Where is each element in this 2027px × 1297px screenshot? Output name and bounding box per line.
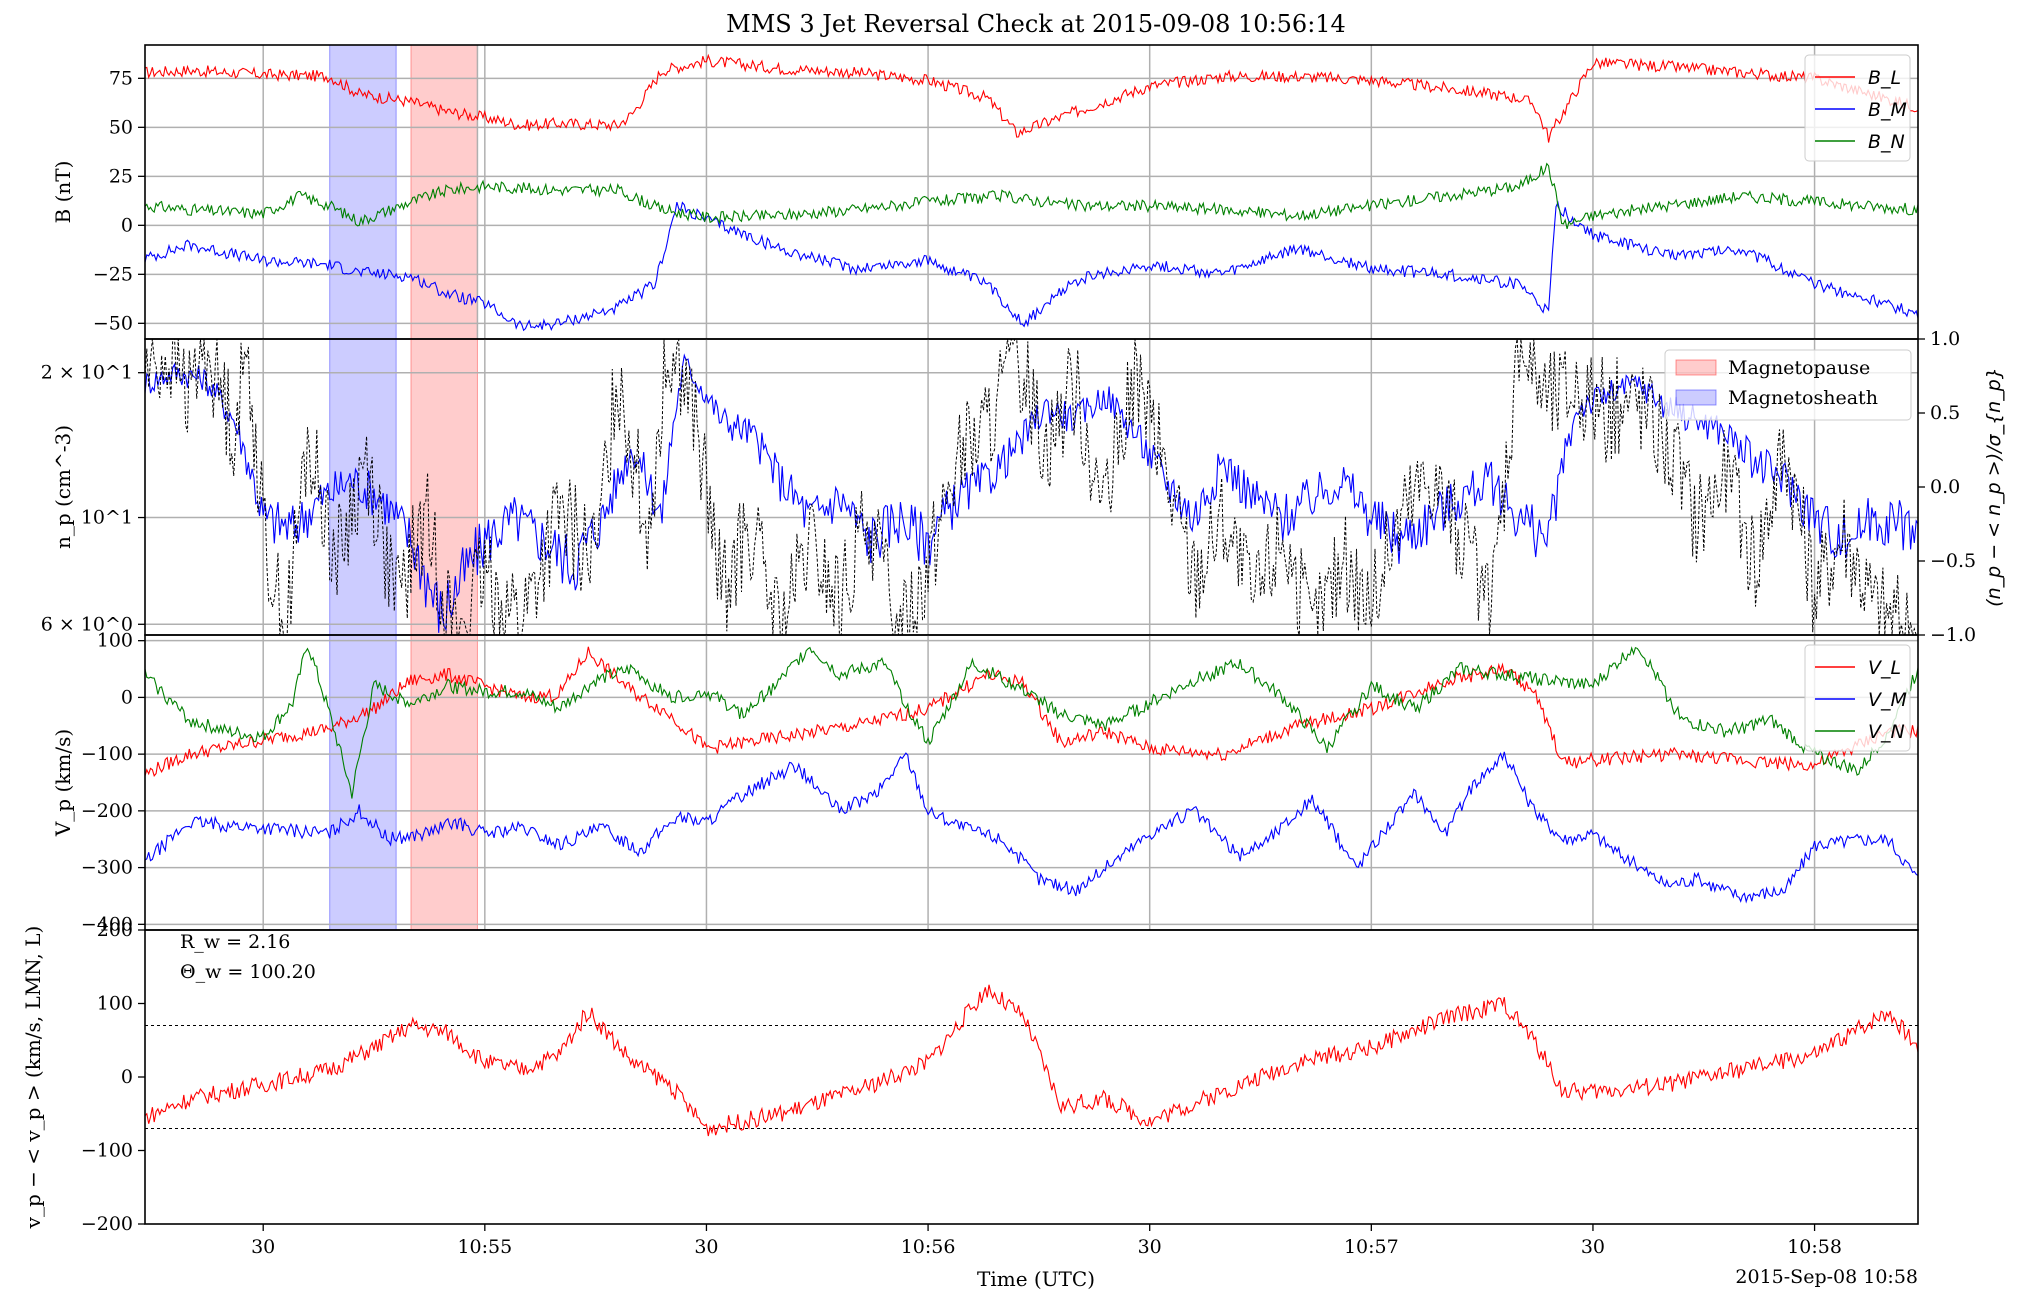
x-tick-label: 10:58 <box>1787 1236 1842 1258</box>
y-right-tick-label: 1.0 <box>1930 328 1960 350</box>
y-right-axis-label: (n_p − < n_p >)/σ_{n_p} <box>1983 367 2005 607</box>
y-tick-label: −300 <box>81 857 133 879</box>
legend-label: V_N <box>1868 721 1905 743</box>
y-axis-label: V_p (km/s) <box>51 729 75 837</box>
series-line <box>145 53 1918 143</box>
legend-label: Magnetopause <box>1728 357 1870 379</box>
y-tick-label: 100 <box>97 630 133 652</box>
series-line <box>145 646 1918 799</box>
x-axis-label: Time (UTC) <box>977 1267 1095 1291</box>
y-tick-label: 2 × 10^1 <box>41 362 133 384</box>
legend: V_L V_M V_N <box>1804 644 1911 752</box>
shaded-region-magnetosheath <box>329 635 397 930</box>
panel-velocity-deviation: 200 100 0 −100 −200 v_p − < v_p > (km/s, LMN,… <box>21 919 1919 1235</box>
y-tick-label: 75 <box>109 67 133 89</box>
legend-label: B_M <box>1868 99 1907 121</box>
legend-swatch <box>1675 359 1717 376</box>
panels: 75 50 25 0 −25 −50 B (nT) B_L B_M B_N 2 × 10^1 10^1… <box>21 44 2005 1258</box>
y-axis-label: n_p (cm^-3) <box>51 425 75 549</box>
y-tick-label: −50 <box>93 312 133 334</box>
y-axis-label: B (nT) <box>51 161 75 224</box>
legend-box <box>1804 644 1911 752</box>
series-line <box>145 984 1918 1137</box>
x-tick-label: 10:56 <box>901 1236 956 1258</box>
y-tick-label: −100 <box>81 743 133 765</box>
legend-box <box>1804 54 1911 162</box>
y-axis-label: v_p − < v_p > (km/s, LMN, L) <box>21 926 45 1230</box>
legend: Magnetopause Magnetosheath <box>1664 349 1912 421</box>
y-tick-label: −400 <box>81 913 133 935</box>
series-line <box>145 646 1918 777</box>
series-line <box>145 353 1918 633</box>
legend: B_L B_M B_N <box>1804 54 1911 162</box>
series-line <box>145 200 1918 332</box>
chart-title: MMS 3 Jet Reversal Check at 2015-09-08 1… <box>726 10 1346 38</box>
panel-plot-area <box>145 635 1918 930</box>
y-tick-label: 0 <box>121 686 133 708</box>
annotation: Θ_w = 100.20 <box>180 961 316 983</box>
x-tick-label: 30 <box>1581 1236 1605 1258</box>
y-tick-label: 10^1 <box>81 507 133 529</box>
x-tick-label: 30 <box>1138 1236 1162 1258</box>
legend-label: B_N <box>1868 131 1905 153</box>
y-tick-label: −25 <box>93 263 133 285</box>
panel-magnetic-field: 75 50 25 0 −25 −50 B (nT) B_L B_M B_N <box>51 44 1919 340</box>
x-tick-label: 30 <box>251 1236 275 1258</box>
panel-velocity: 100 0 −100 −200 −300 −400 V_p (km/s) V_L V_M V_N <box>51 630 1919 935</box>
y-tick-label: −100 <box>81 1140 133 1162</box>
series-line <box>145 751 1918 904</box>
annotation: R_w = 2.16 <box>180 931 290 953</box>
panel-plot-area <box>145 984 1918 1137</box>
y-tick-label: 200 <box>97 919 133 941</box>
y-tick-label: 50 <box>109 116 133 138</box>
y-right-tick-label: 0.0 <box>1930 476 1960 498</box>
panel-density: 2 × 10^1 10^1 6 × 10^0 1.0 0.5 0.0 −0.5 −1.0 (n_… <box>41 328 2005 646</box>
y-right-tick-label: −1.0 <box>1930 624 1976 646</box>
x-tick-label: 10:55 <box>457 1236 512 1258</box>
shaded-region-magnetosheath <box>329 45 397 339</box>
x-tick-label: 30 <box>694 1236 718 1258</box>
shaded-region-magnetopause <box>410 339 478 635</box>
y-tick-label: 0 <box>121 214 133 236</box>
x-tick-label: 10:57 <box>1344 1236 1399 1258</box>
date-label: 2015-Sep-08 10:58 <box>1735 1266 1918 1288</box>
y-tick-label: 6 × 10^0 <box>41 613 133 635</box>
y-tick-label: −200 <box>81 1213 133 1235</box>
legend-box <box>1664 349 1912 421</box>
panel-plot-area <box>145 45 1918 339</box>
legend-swatch <box>1675 389 1717 406</box>
y-right-tick-label: −0.5 <box>1930 550 1976 572</box>
y-tick-label: 0 <box>121 1066 133 1088</box>
y-tick-label: 25 <box>109 165 133 187</box>
legend-label: V_M <box>1868 689 1907 711</box>
y-tick-label: −200 <box>81 800 133 822</box>
legend-label: V_L <box>1868 657 1901 679</box>
panel-plot-area <box>145 339 1918 635</box>
legend-label: Magnetosheath <box>1728 387 1878 409</box>
series-line <box>145 162 1918 230</box>
legend-label: B_L <box>1868 67 1901 89</box>
y-tick-label: 100 <box>97 993 133 1015</box>
y-right-tick-label: 0.5 <box>1930 402 1960 424</box>
